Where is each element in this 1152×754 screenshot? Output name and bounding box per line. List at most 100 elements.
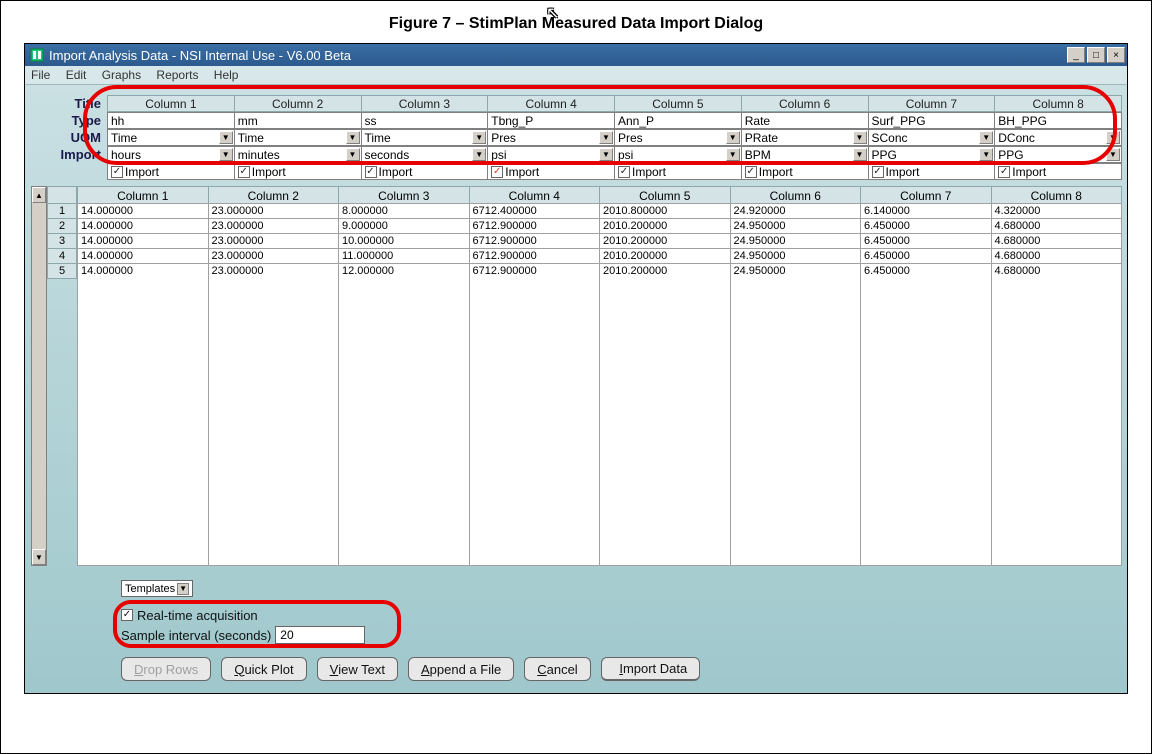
import-checkbox-cell[interactable]: ✓Import: [614, 163, 742, 180]
data-cell[interactable]: 14.000000: [77, 263, 209, 279]
uom-dropdown[interactable]: seconds▼: [361, 146, 489, 163]
data-cell[interactable]: 4.680000: [991, 248, 1123, 264]
data-cell[interactable]: 11.000000: [338, 248, 470, 264]
maximize-button[interactable]: □: [1087, 47, 1105, 63]
data-cell[interactable]: 6.450000: [860, 218, 992, 234]
sample-interval-input[interactable]: [275, 626, 365, 644]
data-cell[interactable]: 24.920000: [730, 203, 862, 219]
menu-file[interactable]: File: [31, 68, 50, 82]
data-cell[interactable]: 4.680000: [991, 233, 1123, 249]
import-checkbox[interactable]: ✓: [365, 166, 377, 178]
uom-dropdown[interactable]: minutes▼: [234, 146, 362, 163]
data-cell[interactable]: 23.000000: [208, 218, 340, 234]
data-cell[interactable]: 14.000000: [77, 233, 209, 249]
import-data-button[interactable]: Import Data: [601, 657, 701, 681]
scroll-down-icon[interactable]: ▼: [32, 549, 46, 565]
type-dropdown[interactable]: Time▼: [107, 129, 235, 146]
import-checkbox-cell[interactable]: ✓Import: [487, 163, 615, 180]
title-input[interactable]: Tbng_P: [487, 112, 615, 129]
type-dropdown[interactable]: PRate▼: [741, 129, 869, 146]
menu-reports[interactable]: Reports: [156, 68, 198, 82]
data-cell[interactable]: 9.000000: [338, 218, 470, 234]
data-cell[interactable]: 6.450000: [860, 263, 992, 279]
import-checkbox[interactable]: ✓: [238, 166, 250, 178]
data-cell[interactable]: 14.000000: [77, 203, 209, 219]
menu-edit[interactable]: Edit: [66, 68, 87, 82]
uom-dropdown[interactable]: PPG▼: [868, 146, 996, 163]
data-cell[interactable]: 6712.900000: [469, 248, 601, 264]
title-input[interactable]: hh: [107, 112, 235, 129]
data-cell[interactable]: 23.000000: [208, 263, 340, 279]
import-checkbox-cell[interactable]: ✓Import: [868, 163, 996, 180]
title-input[interactable]: mm: [234, 112, 362, 129]
data-cell[interactable]: 6.450000: [860, 233, 992, 249]
title-input[interactable]: ss: [361, 112, 489, 129]
menu-help[interactable]: Help: [214, 68, 239, 82]
import-checkbox-cell[interactable]: ✓Import: [107, 163, 235, 180]
drop-rows-button[interactable]: Drop Rows: [121, 657, 211, 681]
data-cell[interactable]: 14.000000: [77, 248, 209, 264]
data-cell[interactable]: 24.950000: [730, 233, 862, 249]
cancel-button[interactable]: Cancel: [524, 657, 590, 681]
append-file-button[interactable]: Append a File: [408, 657, 514, 681]
type-dropdown[interactable]: Time▼: [234, 129, 362, 146]
scroll-up-icon[interactable]: ▲: [32, 187, 46, 203]
data-cell[interactable]: 12.000000: [338, 263, 470, 279]
title-input[interactable]: Ann_P: [614, 112, 742, 129]
data-cell[interactable]: 23.000000: [208, 233, 340, 249]
import-checkbox[interactable]: ✓: [745, 166, 757, 178]
data-cell[interactable]: 23.000000: [208, 203, 340, 219]
import-checkbox[interactable]: ✓: [998, 166, 1010, 178]
uom-dropdown[interactable]: PPG▼: [994, 146, 1122, 163]
data-cell[interactable]: 24.950000: [730, 248, 862, 264]
data-cell[interactable]: 8.000000: [338, 203, 470, 219]
import-checkbox[interactable]: ✓: [491, 166, 503, 178]
type-dropdown[interactable]: Time▼: [361, 129, 489, 146]
import-checkbox-cell[interactable]: ✓Import: [361, 163, 489, 180]
quick-plot-button[interactable]: Quick Plot: [221, 657, 306, 681]
data-cell[interactable]: 2010.200000: [599, 233, 731, 249]
title-input[interactable]: Rate: [741, 112, 869, 129]
data-cell[interactable]: 6712.400000: [469, 203, 601, 219]
data-cell[interactable]: 6712.900000: [469, 233, 601, 249]
data-cell[interactable]: 6712.900000: [469, 218, 601, 234]
minimize-button[interactable]: _: [1067, 47, 1085, 63]
data-cell[interactable]: 24.950000: [730, 263, 862, 279]
data-cell[interactable]: 4.680000: [991, 218, 1123, 234]
data-cell[interactable]: 6712.900000: [469, 263, 601, 279]
data-cell[interactable]: 6.450000: [860, 248, 992, 264]
data-cell[interactable]: 4.680000: [991, 263, 1123, 279]
import-checkbox-cell[interactable]: ✓Import: [741, 163, 869, 180]
type-dropdown[interactable]: DConc▼: [994, 129, 1122, 146]
data-cell[interactable]: 2010.200000: [599, 218, 731, 234]
data-cell[interactable]: 14.000000: [77, 218, 209, 234]
menu-graphs[interactable]: Graphs: [102, 68, 141, 82]
data-cell[interactable]: 24.950000: [730, 218, 862, 234]
data-cell[interactable]: 2010.200000: [599, 263, 731, 279]
data-cell[interactable]: 4.320000: [991, 203, 1123, 219]
data-cell[interactable]: 2010.200000: [599, 248, 731, 264]
import-checkbox[interactable]: ✓: [872, 166, 884, 178]
view-text-button[interactable]: View Text: [317, 657, 398, 681]
uom-dropdown[interactable]: hours▼: [107, 146, 235, 163]
title-input[interactable]: Surf_PPG: [868, 112, 996, 129]
uom-dropdown[interactable]: psi▼: [487, 146, 615, 163]
data-cell[interactable]: 6.140000: [860, 203, 992, 219]
type-dropdown[interactable]: Pres▼: [487, 129, 615, 146]
uom-dropdown[interactable]: BPM▼: [741, 146, 869, 163]
vertical-scrollbar[interactable]: ▲ ▼: [31, 186, 47, 566]
uom-dropdown[interactable]: psi▼: [614, 146, 742, 163]
type-dropdown[interactable]: SConc▼: [868, 129, 996, 146]
data-cell[interactable]: 2010.800000: [599, 203, 731, 219]
type-dropdown[interactable]: Pres▼: [614, 129, 742, 146]
data-cell[interactable]: 23.000000: [208, 248, 340, 264]
title-input[interactable]: BH_PPG: [994, 112, 1122, 129]
import-checkbox[interactable]: ✓: [111, 166, 123, 178]
import-checkbox[interactable]: ✓: [618, 166, 630, 178]
templates-dropdown[interactable]: Templates ▼: [121, 580, 193, 597]
import-checkbox-cell[interactable]: ✓Import: [234, 163, 362, 180]
data-cell[interactable]: 10.000000: [338, 233, 470, 249]
realtime-checkbox[interactable]: ✓: [121, 609, 133, 621]
import-checkbox-cell[interactable]: ✓Import: [994, 163, 1122, 180]
close-button[interactable]: ×: [1107, 47, 1125, 63]
